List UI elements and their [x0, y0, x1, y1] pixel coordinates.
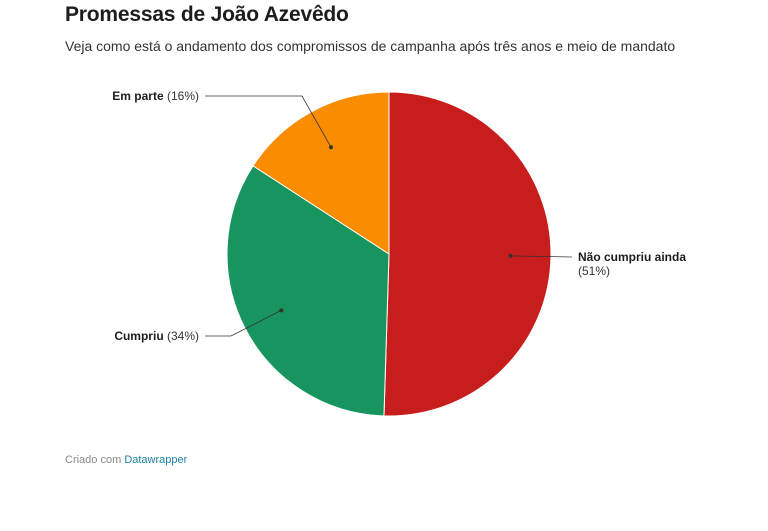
leader-line-nao-cumpriu-ainda: [510, 255, 573, 258]
datawrapper-link[interactable]: Datawrapper: [124, 454, 188, 466]
chart-title: Promessas de João Azevêdo: [65, 3, 349, 26]
slice-label-name: Cumpriu: [114, 329, 163, 343]
slice-labels: Não cumpriu ainda (51%) Cumpriu (34%) Em pa…: [112, 89, 686, 343]
slice-label-cumpriu: Cumpriu (34%): [114, 329, 199, 343]
slice-cumpriu: [226, 165, 390, 417]
footer-prefix: Criado com: [65, 454, 122, 466]
slice-label-value: (34%): [164, 329, 199, 343]
slice-label-em-parte: Em parte (16%): [112, 89, 199, 103]
leader-dot-cumpriu: [279, 308, 284, 313]
slice-nao-cumpriu-ainda: [383, 91, 552, 417]
leader-line-cumpriu: [205, 309, 282, 337]
slice-label-value: (51%): [578, 264, 610, 278]
footer-credit: Criado com Datawrapper: [65, 454, 187, 466]
leader-dot-em-parte: [328, 145, 333, 150]
leader-dot-nao-cumpriu-ainda: [508, 253, 513, 258]
chart-subtitle: Veja como está o andamento dos compromis…: [65, 38, 676, 54]
slice-label-name: Em parte: [112, 89, 164, 103]
pie-slices: [226, 91, 552, 417]
slice-label-value: (16%): [164, 89, 199, 103]
leader-lines: [205, 95, 573, 337]
leader-line-em-parte: [205, 95, 332, 148]
slice-label-name: Não cumpriu ainda: [578, 250, 686, 264]
slice-em-parte: [252, 91, 390, 255]
slice-label-nao-cumpriu-ainda: Não cumpriu ainda (51%): [578, 250, 686, 278]
